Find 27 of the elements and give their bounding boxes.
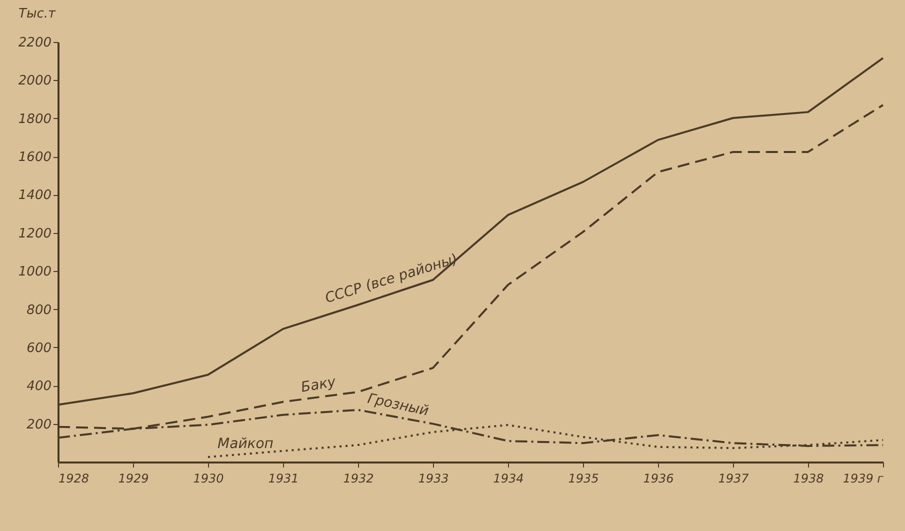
y-tick-label: 1400 xyxy=(18,188,52,204)
y-tick-label: 2200 xyxy=(18,36,52,50)
x-tick-label: 1928 xyxy=(58,472,90,486)
y-tick-label: 800 xyxy=(26,302,52,318)
x-tick-label: 1931 xyxy=(268,472,299,486)
y-tick-label: 1000 xyxy=(18,264,52,280)
text: Баку xyxy=(300,374,338,396)
x-tick-label: 1938 xyxy=(793,472,824,486)
y-tick-label: 600 xyxy=(26,340,52,356)
x-tick-label: 1939 г xyxy=(842,472,884,486)
series-label: Майкоп xyxy=(218,436,274,452)
text: Грозный xyxy=(366,390,430,420)
x-tick-label: 1935 xyxy=(568,472,599,486)
x-tick-label: 1934 xyxy=(493,472,524,486)
x-tick-label: 1930 xyxy=(193,472,224,486)
x-tick-label: 1929 xyxy=(118,472,149,486)
y-tick-label: 1600 xyxy=(18,150,52,166)
y-tick-label: 1200 xyxy=(18,226,52,242)
x-tick-label: 1936 xyxy=(643,472,674,486)
y-tick-label: 200 xyxy=(26,417,52,432)
x-tick-label: 1932 xyxy=(343,472,374,486)
y-tick-label: 1800 xyxy=(18,112,52,127)
y-tick-label: 2000 xyxy=(18,74,52,89)
y-axis-title: Тыс.т xyxy=(18,6,56,22)
x-tick-label: 1933 xyxy=(418,472,449,486)
x-tick-label: 1937 xyxy=(718,472,750,486)
y-tick-label: 400 xyxy=(26,379,52,394)
